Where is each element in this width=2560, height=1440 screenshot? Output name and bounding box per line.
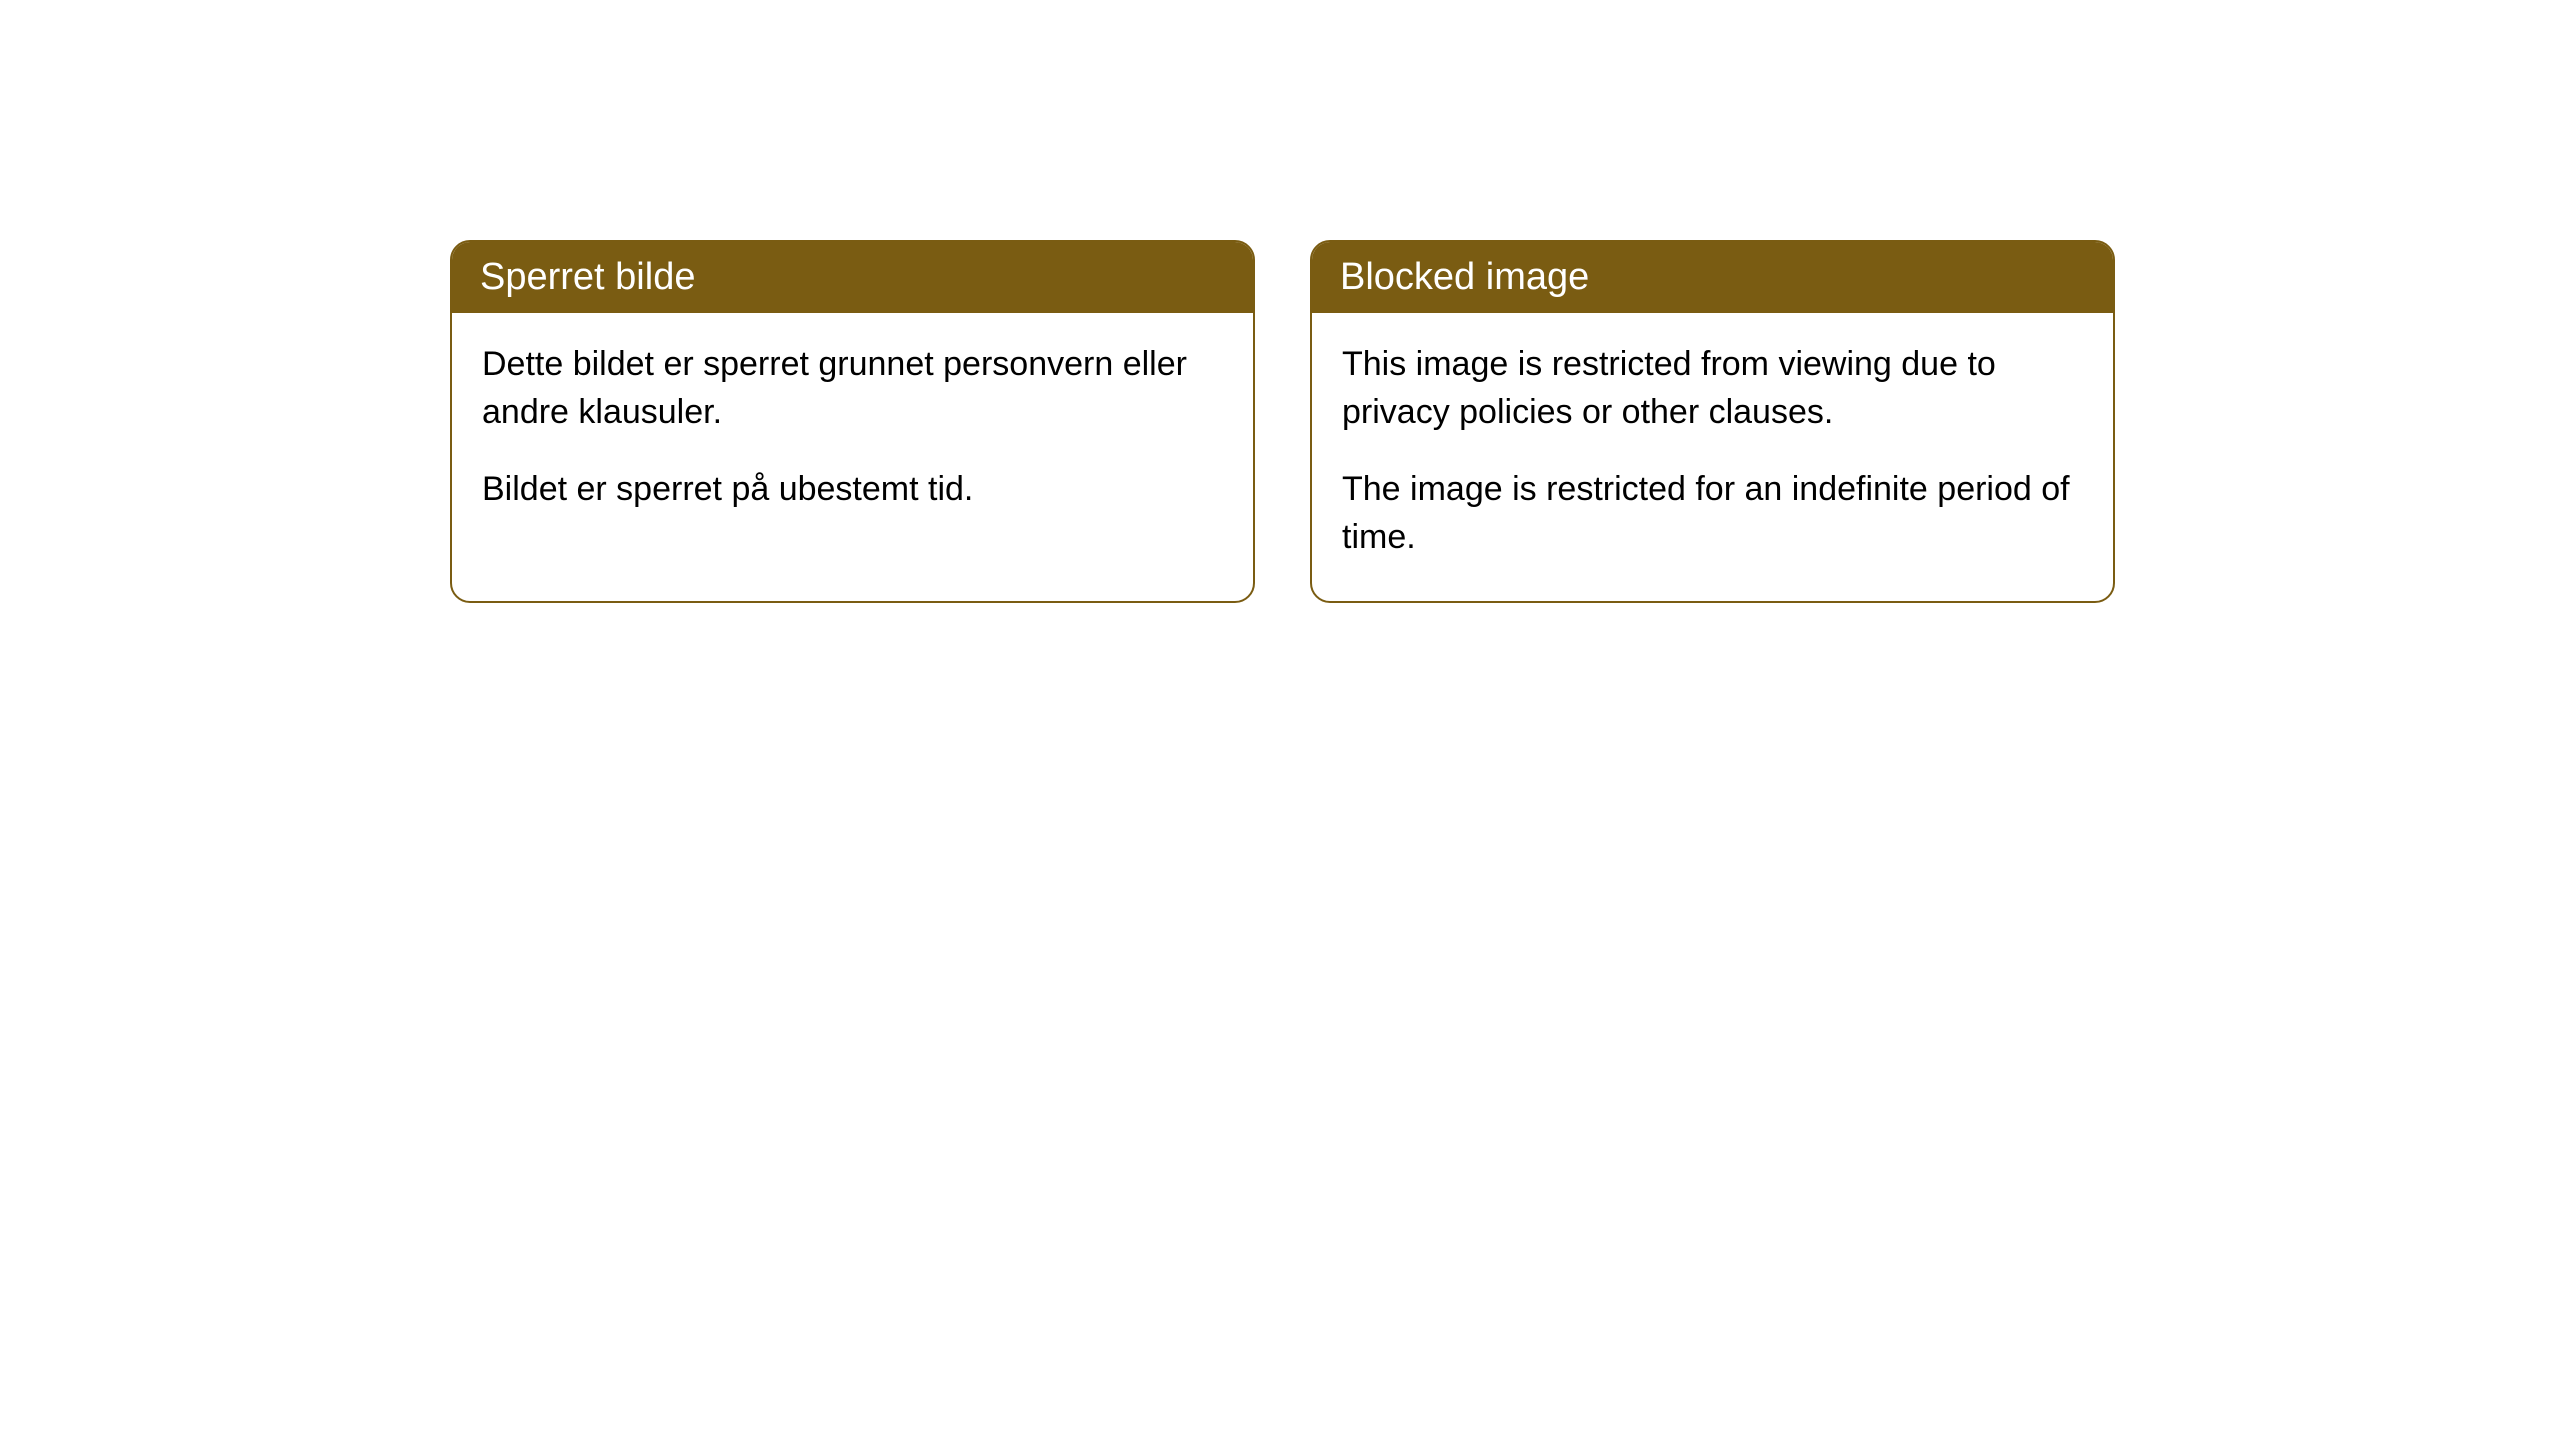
card-body: This image is restricted from viewing du… <box>1312 313 2113 601</box>
card-title: Blocked image <box>1340 256 1589 298</box>
blocked-image-card-english: Blocked image This image is restricted f… <box>1310 240 2115 603</box>
blocked-image-card-norwegian: Sperret bilde Dette bildet er sperret gr… <box>450 240 1255 603</box>
card-body: Dette bildet er sperret grunnet personve… <box>452 313 1253 554</box>
card-header: Blocked image <box>1312 242 2113 313</box>
card-header: Sperret bilde <box>452 242 1253 313</box>
cards-container: Sperret bilde Dette bildet er sperret gr… <box>450 240 2560 603</box>
card-paragraph: The image is restricted for an indefinit… <box>1342 466 2083 561</box>
card-title: Sperret bilde <box>480 256 695 298</box>
card-paragraph: Dette bildet er sperret grunnet personve… <box>482 341 1223 436</box>
card-paragraph: This image is restricted from viewing du… <box>1342 341 2083 436</box>
card-paragraph: Bildet er sperret på ubestemt tid. <box>482 466 1223 514</box>
